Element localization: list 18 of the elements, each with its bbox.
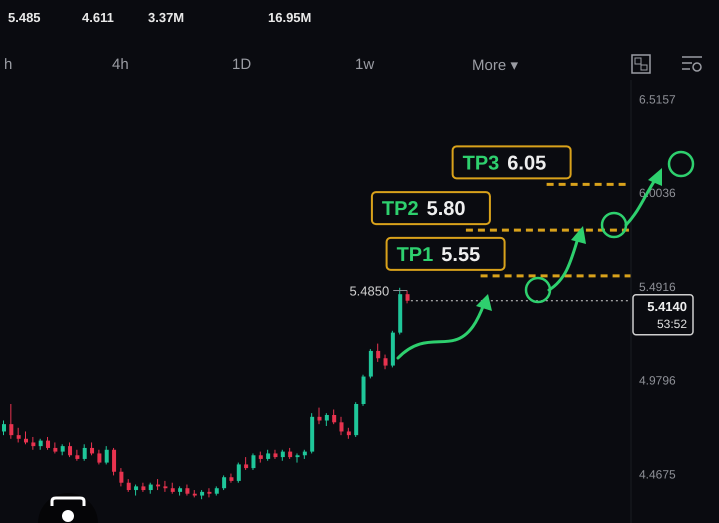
ref-line-label: TP1 5.55 [396,244,480,266]
text: 1D [232,56,252,73]
ref-line-label: TP3 6.05 [462,152,546,174]
y-tick-label: 4.4675 [639,467,676,482]
text: 5.485 [8,10,41,25]
text: 3.37M [148,10,184,25]
text: 4h [112,56,129,73]
annotation: 5.4850 [349,284,390,299]
ref-line-label: TP2 5.80 [382,198,466,220]
y-tick-label: 6.5157 [639,92,676,106]
text: h [4,56,12,73]
text: 1w [355,56,374,73]
ref-line-label: 5.4140 53:52 [647,298,688,331]
text: 4.611 [82,10,114,25]
y-tick-label: 4.9796 [639,374,676,388]
text: 16.95M [268,10,312,25]
y-tick-label: 5.4916 [639,280,676,294]
text: More ▾ [472,56,518,74]
